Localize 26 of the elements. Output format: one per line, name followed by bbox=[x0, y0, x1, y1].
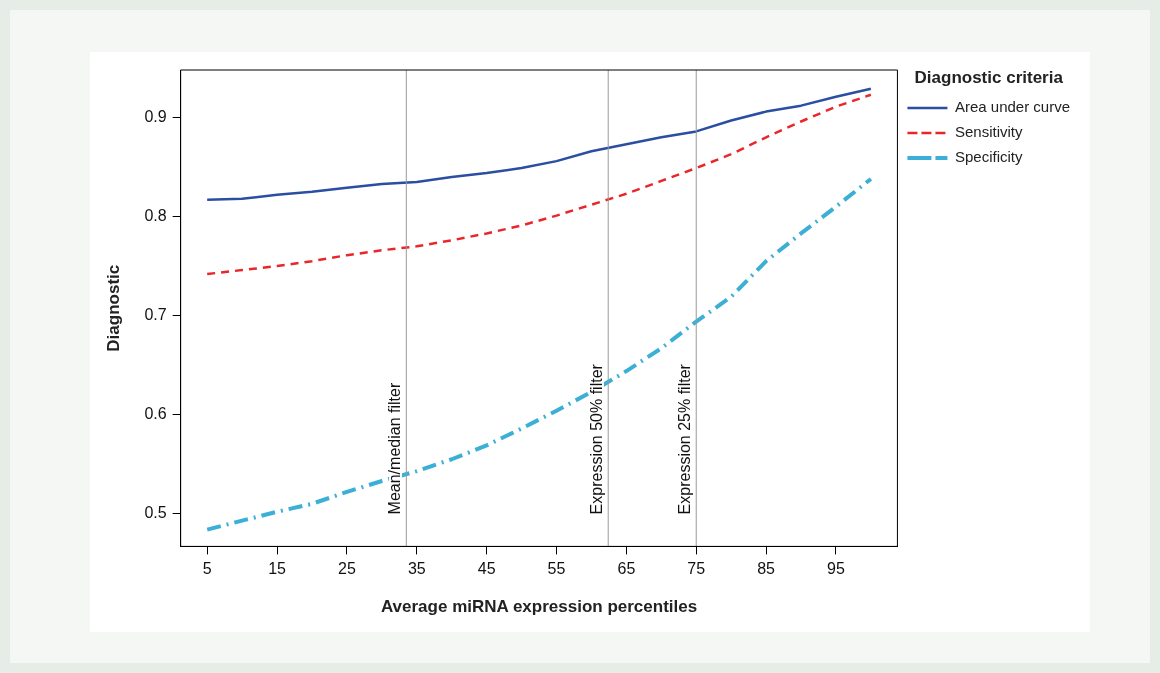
x-tick-label: 25 bbox=[338, 560, 356, 578]
y-tick-label: 0.9 bbox=[144, 107, 167, 125]
y-tick-label: 0.8 bbox=[144, 206, 167, 224]
y-tick-label: 0.5 bbox=[144, 504, 167, 522]
legend-label: Sensitivity bbox=[954, 123, 1023, 141]
legend-title: Diagnostic criteria bbox=[914, 68, 1064, 88]
x-tick-label: 45 bbox=[477, 560, 496, 578]
y-axis-title: Diagnostic bbox=[103, 264, 123, 352]
x-tick-label: 65 bbox=[617, 560, 636, 578]
x-axis-title: Average miRNA expression percentiles bbox=[380, 597, 698, 617]
ref-line-label: Expression 25% filter bbox=[676, 363, 694, 515]
x-tick-label: 95 bbox=[827, 560, 845, 578]
x-tick-label: 15 bbox=[268, 560, 287, 578]
x-tick-label: 55 bbox=[547, 560, 566, 578]
line-series bbox=[205, 93, 873, 276]
y-tick-label: 0.7 bbox=[144, 306, 167, 324]
x-tick-label: 5 bbox=[202, 560, 212, 578]
ref-line-label: Expression 50% filter bbox=[588, 363, 606, 515]
legend-label: Area under curve bbox=[954, 98, 1071, 116]
line-series bbox=[205, 176, 873, 532]
x-tick-label: 35 bbox=[407, 560, 426, 578]
ref-line-label: Mean/median filter bbox=[386, 382, 404, 515]
y-tick-label: 0.6 bbox=[144, 405, 167, 423]
legend-label: Specificity bbox=[954, 148, 1023, 166]
x-tick-label: 75 bbox=[687, 560, 706, 578]
x-tick-label: 85 bbox=[757, 560, 776, 578]
